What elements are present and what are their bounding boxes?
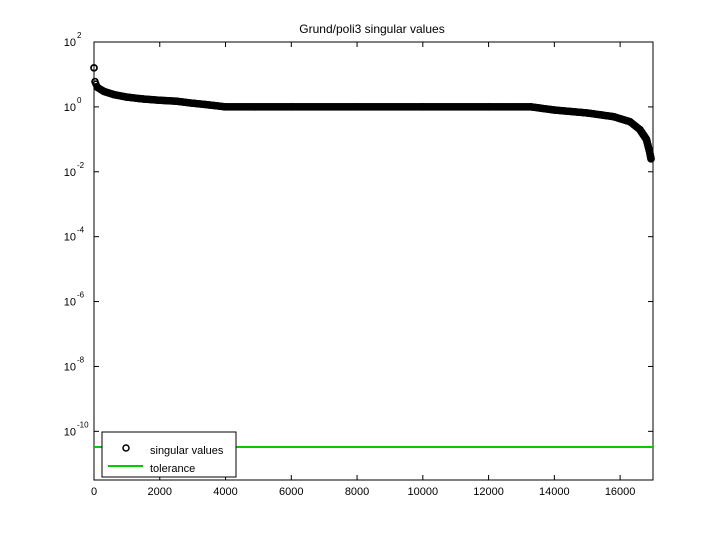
data-point: [221, 103, 230, 111]
x-tick-label: 8000: [345, 486, 369, 498]
legend-label-tolerance: tolerance: [150, 463, 195, 475]
data-point: [626, 117, 634, 126]
y-tick-label-base: 10: [64, 37, 76, 49]
y-tick-label-exponent: -6: [77, 291, 85, 300]
x-tick-label: 10000: [408, 486, 439, 498]
legend: singular values tolerance: [101, 431, 237, 478]
data-point: [419, 103, 427, 111]
chart-title: Grund/poli3 singular values: [299, 22, 444, 36]
y-tick-label-exponent: -10: [77, 420, 89, 429]
data-point: [109, 90, 118, 99]
legend-box: [101, 431, 237, 478]
x-tick-label: 14000: [539, 486, 570, 498]
y-tick-label-exponent: -4: [77, 226, 85, 235]
data-point: [123, 93, 131, 101]
x-tick-label: 2000: [148, 486, 172, 498]
data-point: [609, 112, 618, 121]
data-point: [139, 95, 148, 103]
y-tick-label-base: 10: [64, 232, 76, 244]
y-tick-label-exponent: 0: [77, 96, 82, 105]
data-point: [287, 103, 296, 111]
data-point: [90, 64, 98, 72]
data-point: [484, 103, 493, 111]
data-point: [156, 96, 164, 105]
data-point: [353, 103, 361, 111]
y-tick-label-exponent: -2: [77, 161, 85, 170]
x-tick-label: 0: [91, 486, 97, 498]
y-tick-label-base: 10: [64, 361, 76, 373]
data-point: [172, 97, 180, 105]
plot-area: [93, 41, 654, 481]
y-tick-label-base: 10: [64, 297, 76, 309]
y-tick-label-base: 10: [64, 167, 76, 179]
legend-marker-singular-values: [122, 444, 130, 452]
singular-values-series: [90, 64, 655, 163]
data-point: [188, 99, 197, 107]
y-tick-label-exponent: -8: [77, 355, 85, 364]
data-point: [100, 87, 108, 96]
x-axis: 0 2000 4000 6000 8000 10000 12000 14000 16000: [91, 42, 635, 498]
y-tick-label-exponent: 2: [77, 31, 82, 40]
data-point: [205, 101, 213, 109]
legend-label-singular-values: singular values: [150, 445, 224, 457]
x-tick-label: 6000: [279, 486, 303, 498]
x-tick-label: 4000: [213, 486, 237, 498]
data-point: [647, 155, 655, 163]
x-tick-label: 16000: [605, 486, 636, 498]
data-point: [93, 83, 102, 92]
data-point: [527, 103, 536, 111]
data-point: [550, 106, 559, 114]
data-point: [583, 109, 591, 117]
y-tick-label-base: 10: [64, 426, 76, 438]
x-tick-label: 12000: [473, 486, 504, 498]
y-tick-label-base: 10: [64, 102, 76, 114]
